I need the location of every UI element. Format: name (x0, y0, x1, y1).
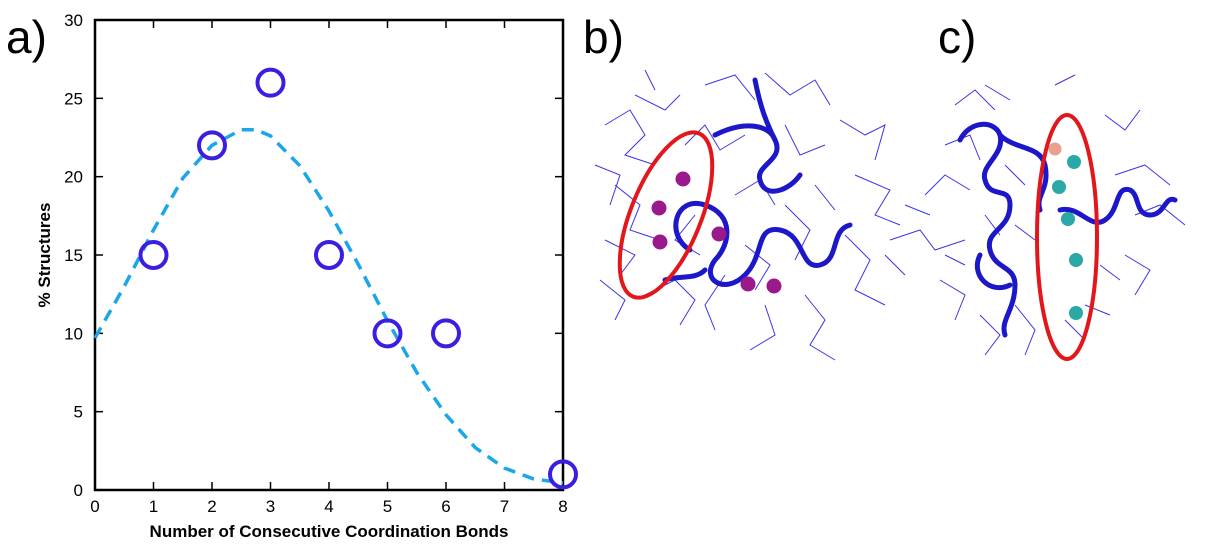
y-tick-label: 25 (64, 89, 83, 108)
y-axis-label: % Structures (35, 203, 54, 308)
molecule-panel-c (889, 74, 1186, 361)
panel-label-a: a) (6, 11, 47, 63)
y-tick-label: 15 (64, 246, 83, 265)
x-tick-label: 7 (500, 497, 509, 516)
panel-label-c: c) (938, 11, 977, 63)
x-tick-label: 2 (207, 497, 216, 516)
data-point (197, 130, 227, 161)
data-point (255, 67, 286, 98)
data-point (431, 318, 461, 349)
highlight-ellipse-c (1035, 113, 1099, 361)
panel-label-b: b) (583, 11, 624, 63)
highlight-ellipse-b (617, 130, 715, 300)
y-tick-label: 10 (64, 324, 83, 343)
y-tick-label: 30 (64, 11, 83, 30)
molecule-panel-b (594, 69, 906, 361)
data-point (548, 459, 578, 490)
sidechain-wireframe-c (889, 74, 1186, 356)
y-tick-label: 0 (74, 481, 83, 500)
y-tick-label: 5 (74, 403, 83, 422)
x-tick-label: 4 (324, 497, 333, 516)
ions-b (651, 171, 782, 294)
x-tick-label: 1 (149, 497, 158, 516)
backbone-ribbon-c (957, 121, 1178, 338)
backbone-ribbon-b (662, 77, 853, 287)
x-axis-label: Number of Consecutive Coordination Bonds (150, 522, 509, 541)
x-tick-label: 8 (558, 497, 567, 516)
x-tick-label: 6 (441, 497, 450, 516)
data-point (138, 240, 169, 270)
sidechain-wireframe-b (594, 69, 906, 361)
data-point (314, 240, 344, 270)
x-tick-label: 0 (90, 497, 99, 516)
x-tick-label: 3 (266, 497, 275, 516)
data-point (372, 318, 403, 349)
y-tick-label: 20 (64, 168, 83, 187)
ions-c (1048, 142, 1083, 320)
x-tick-label: 5 (383, 497, 392, 516)
fit-curve (93, 127, 564, 485)
